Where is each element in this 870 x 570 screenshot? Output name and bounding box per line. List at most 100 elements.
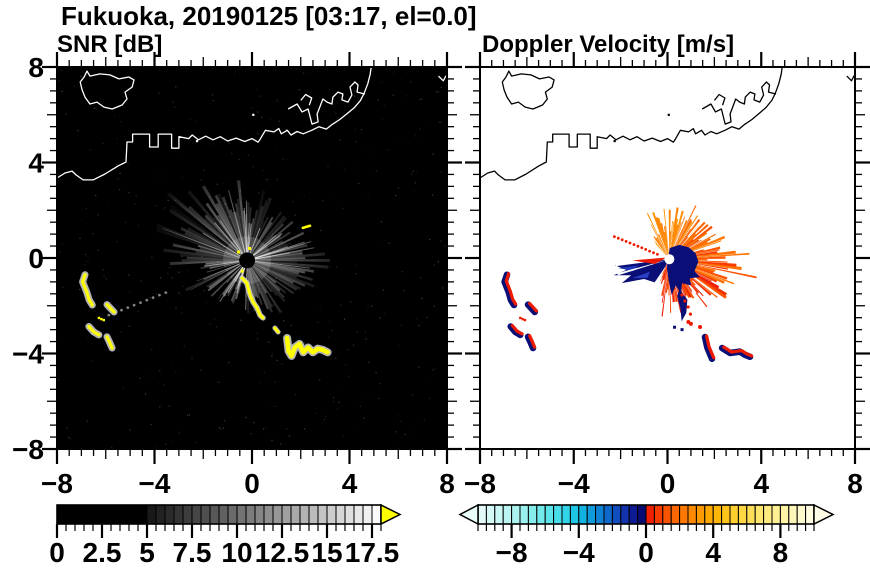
colorbar-segment bbox=[56, 504, 67, 525]
overflow-arrow bbox=[380, 503, 402, 526]
colorbar-segment bbox=[101, 504, 112, 525]
y-tick-label: −8 bbox=[12, 434, 44, 465]
snr-clutter-echoes bbox=[79, 224, 332, 360]
colorbar-tick-label: 10 bbox=[221, 537, 252, 568]
islet-dot bbox=[667, 113, 670, 116]
sw-dotted-ray bbox=[132, 303, 136, 307]
colorbar-segment bbox=[544, 504, 555, 525]
islet-dot bbox=[613, 140, 616, 143]
sw-dotted-ray bbox=[164, 291, 168, 294]
axis-tick-labels: −8 −4 0 4 8 bbox=[464, 468, 863, 499]
colorbar-segment bbox=[687, 504, 697, 525]
colorbar-segment bbox=[110, 504, 121, 525]
colorbar-segment bbox=[779, 504, 790, 525]
colorbar-tick-label: 5 bbox=[139, 537, 155, 568]
nw-dotted-ray bbox=[620, 238, 624, 242]
axis-ticks bbox=[465, 52, 870, 464]
colorbar-segment bbox=[611, 504, 622, 525]
port-islands-path bbox=[701, 81, 777, 125]
islet-dot bbox=[252, 113, 255, 116]
velocity-panel-title: Doppler Velocity [m/s] bbox=[482, 31, 735, 58]
colorbar-segment bbox=[502, 504, 513, 525]
colorbar-segment bbox=[553, 504, 563, 525]
nw-dotted-ray bbox=[632, 243, 636, 247]
nw-dotted-ray bbox=[624, 240, 628, 243]
colorbar-segment bbox=[805, 504, 815, 525]
nw-dotted-ray bbox=[640, 246, 644, 250]
colorbar-segment bbox=[137, 504, 148, 525]
x-tick-label: 4 bbox=[342, 468, 358, 499]
colorbar-segment bbox=[227, 504, 238, 525]
sw-dotted-ray bbox=[151, 296, 155, 299]
colorbar-segment bbox=[173, 504, 184, 525]
colorbar-segment bbox=[182, 504, 193, 525]
colorbar-segment bbox=[353, 504, 364, 525]
sw-dotted-ray bbox=[120, 308, 123, 312]
nw-dotted-ray bbox=[644, 248, 648, 251]
islet-dot bbox=[195, 140, 199, 143]
lidar-site-dot bbox=[239, 252, 256, 269]
colorbar-segment bbox=[519, 504, 529, 525]
colorbar-segment bbox=[155, 504, 166, 525]
nw-dotted-ray bbox=[613, 235, 616, 239]
colorbar-tick-label: 17.5 bbox=[345, 537, 400, 568]
velocity-panel bbox=[480, 67, 855, 449]
colorbar-segment bbox=[662, 504, 672, 525]
colorbar-segment bbox=[670, 504, 681, 525]
sw-dotted-ray bbox=[126, 306, 130, 309]
colorbar-tick-label: 4 bbox=[705, 537, 721, 568]
colorbar-tick-label: 0 bbox=[49, 537, 65, 568]
colorbar-segment bbox=[281, 504, 292, 525]
snr-panel-title: SNR [dB] bbox=[57, 31, 163, 58]
sw-dotted-ray bbox=[139, 301, 142, 304]
colorbar-segment bbox=[83, 504, 94, 525]
coastline-path bbox=[57, 67, 372, 181]
colorbar-segment bbox=[796, 504, 807, 525]
colorbar-segment bbox=[74, 504, 85, 525]
colorbar-segment bbox=[679, 504, 689, 525]
colorbar-segment bbox=[536, 504, 546, 525]
coast-mark-path bbox=[438, 75, 447, 82]
colorbar-segment bbox=[712, 504, 723, 525]
y-tick-label: 4 bbox=[28, 148, 44, 179]
colorbar-segment bbox=[299, 504, 310, 525]
colorbar-segment bbox=[335, 504, 346, 525]
axis-ticks bbox=[42, 52, 462, 464]
colorbar-segment bbox=[737, 504, 748, 525]
x-tick-label: −4 bbox=[558, 468, 590, 499]
colorbar-segment bbox=[362, 504, 373, 525]
axis-tick-labels: −8 −4 0 4 8 8 4 0 −4 −8 bbox=[12, 52, 455, 499]
colorbar-segment bbox=[653, 504, 664, 525]
colorbar-segment bbox=[272, 504, 283, 525]
colorbar-segment bbox=[218, 504, 229, 525]
colorbar-segment bbox=[771, 504, 781, 525]
colorbar-segment bbox=[494, 504, 504, 525]
colorbar-segment bbox=[637, 504, 647, 525]
colorbar-segment bbox=[695, 504, 706, 525]
colorbar-tick-label: 8 bbox=[773, 537, 789, 568]
colorbar-segment bbox=[595, 504, 605, 525]
colorbar-segment bbox=[119, 504, 130, 525]
colorbar-segment bbox=[317, 504, 328, 525]
colorbar-segment bbox=[236, 504, 247, 525]
colorbar-tick-label: 12.5 bbox=[255, 537, 310, 568]
colorbar-tick-label: −8 bbox=[496, 537, 528, 568]
colorbar-tick-label: 15 bbox=[311, 537, 342, 568]
colorbar-segment bbox=[511, 504, 521, 525]
colorbar-segment bbox=[308, 504, 319, 525]
colorbar-segment bbox=[603, 504, 613, 525]
velocity-coastline bbox=[480, 67, 855, 181]
velocity-clutter-echoes bbox=[501, 271, 754, 363]
page-title: Fukuoka, 20190125 [03:17, el=0.0] bbox=[61, 1, 477, 31]
colorbar-segment bbox=[729, 504, 739, 525]
colorbar-tick-label: −4 bbox=[563, 537, 595, 568]
navy-blob bbox=[667, 244, 700, 295]
colorbar-segment bbox=[128, 504, 139, 525]
sw-dotted-ray bbox=[107, 313, 111, 317]
colorbar-segment bbox=[191, 504, 202, 525]
colorbar-segment bbox=[569, 504, 580, 525]
y-tick-label: 0 bbox=[28, 243, 44, 274]
x-tick-label: 0 bbox=[660, 468, 676, 499]
coast-mark-path bbox=[846, 75, 855, 82]
